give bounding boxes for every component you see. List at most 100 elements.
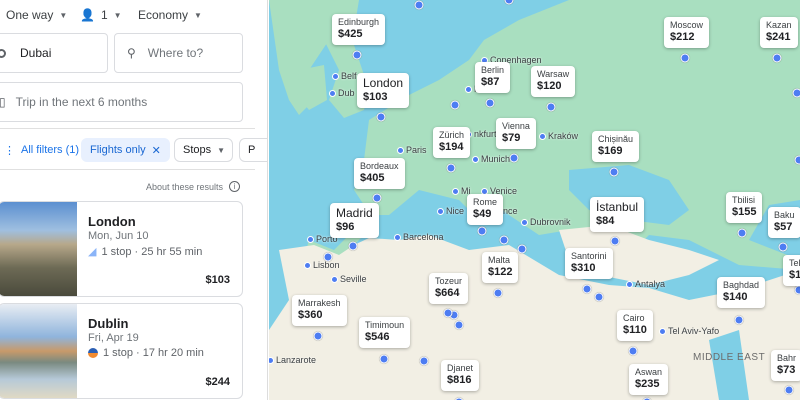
price-marker[interactable]: Bahr $73 (771, 350, 800, 381)
price-marker[interactable]: Moscow $212 (664, 17, 710, 48)
city-label[interactable]: Seville (331, 274, 367, 284)
city-label[interactable]: Tel Aviv-Yafo (659, 326, 719, 336)
price-marker[interactable]: Tel $1 (783, 255, 800, 286)
price-marker[interactable]: Cairo $110 (617, 310, 653, 341)
destination-pin-icon[interactable] (352, 50, 362, 60)
destination-pin-icon[interactable] (680, 53, 690, 63)
flights-only-chip[interactable]: Flights only ✕ (81, 138, 170, 162)
price-marker[interactable]: Tozeur $664 (429, 273, 469, 304)
airport-pin-icon[interactable] (414, 0, 424, 10)
price-marker[interactable]: Edinburgh $425 (332, 14, 386, 45)
city-label[interactable]: Lisbon (304, 260, 340, 270)
destination-pin-icon[interactable] (546, 102, 556, 112)
destination-name: Baghdad (723, 280, 760, 290)
region-label: MIDDLE EAST (693, 352, 766, 363)
destination-pin-icon[interactable] (582, 284, 592, 294)
city-label[interactable]: Munich (472, 154, 510, 164)
destination-pin-icon[interactable] (485, 98, 495, 108)
airport-pin-icon[interactable] (517, 244, 527, 254)
result-card-london[interactable]: London Mon, Jun 10 ◢ 1 stop · 25 hr 55 mi… (0, 201, 243, 297)
destination-pin-icon[interactable] (610, 236, 620, 246)
destination-pin-icon[interactable] (794, 285, 800, 295)
price-marker[interactable]: Marrakesh $360 (292, 295, 347, 326)
destination-price: $212 (670, 31, 695, 44)
person-icon: 👤 (80, 8, 95, 22)
price-filter[interactable]: P (239, 138, 267, 162)
price-marker[interactable]: Baghdad $140 (717, 277, 766, 308)
airport-pin-icon[interactable] (454, 320, 464, 330)
destination-pin-icon[interactable] (372, 193, 382, 203)
destination-input[interactable]: ⚲ Where to? (114, 33, 243, 73)
destination-pin-icon[interactable] (772, 53, 782, 63)
destination-pin-icon[interactable] (348, 241, 358, 251)
cabin-select[interactable]: Economy ▼ (138, 8, 202, 22)
trip-type-select[interactable]: One way ▼ (6, 8, 67, 22)
city-label[interactable]: Nice (437, 206, 464, 216)
all-filters-button[interactable]: ⋮ All filters (1) (0, 138, 87, 162)
destination-price: $546 (365, 331, 390, 344)
city-label[interactable]: Dubrovnik (521, 217, 571, 227)
destination-pin-icon[interactable] (446, 163, 456, 173)
city-label[interactable]: Dub (329, 88, 355, 98)
destination-pin-icon[interactable] (737, 228, 747, 238)
city-name: Kraków (548, 131, 579, 141)
destination-pin-icon[interactable] (493, 288, 503, 298)
price-marker[interactable]: Djanet $816 (441, 360, 480, 391)
price-marker[interactable]: Warsaw $120 (531, 66, 576, 97)
airport-pin-icon[interactable] (792, 88, 800, 98)
city-label[interactable]: Porto (307, 234, 338, 244)
destination-pin-icon[interactable] (313, 331, 323, 341)
price-marker[interactable]: Bordeaux $405 (354, 158, 405, 189)
divider (0, 169, 255, 170)
city-label[interactable]: Antalya (626, 279, 665, 289)
dates-input[interactable]: ▯ Trip in the next 6 months (0, 82, 243, 122)
price-marker[interactable]: Aswan $235 (629, 364, 669, 395)
explore-map[interactable]: CopenhagenBelfDubHnkfurtParisMunichKrakó… (269, 0, 800, 400)
destination-pin-icon[interactable] (379, 354, 389, 364)
price-marker[interactable]: Malta $122 (482, 252, 519, 283)
price-marker[interactable]: Madrid $96 (330, 203, 379, 238)
destination-pin-icon[interactable] (477, 226, 487, 236)
destination-pin-icon[interactable] (376, 112, 386, 122)
airport-pin-icon[interactable] (499, 235, 509, 245)
city-label[interactable]: Lanzarote (269, 355, 316, 365)
city-label[interactable]: Paris (397, 145, 427, 155)
price-marker[interactable]: Zürich $194 (433, 127, 471, 158)
price-marker[interactable]: Tbilisi $155 (726, 192, 763, 223)
airport-pin-icon[interactable] (323, 252, 333, 262)
price-marker[interactable]: Chișinău $169 (592, 131, 640, 162)
destination-pin-icon[interactable] (609, 167, 619, 177)
destination-pin-icon[interactable] (509, 153, 519, 163)
airport-pin-icon[interactable] (594, 292, 604, 302)
city-label[interactable]: Mi (452, 186, 471, 196)
origin-input[interactable]: Dubai (0, 33, 108, 73)
destination-pin-icon[interactable] (784, 385, 794, 395)
airport-pin-icon[interactable] (794, 155, 800, 165)
destination-pin-icon[interactable] (778, 242, 788, 252)
price-marker[interactable]: Rome $49 (467, 194, 504, 225)
result-card-dublin[interactable]: Dublin Fri, Apr 19 1 stop · 17 hr 20 min… (0, 303, 243, 399)
all-filters-label: All filters (1) (21, 144, 80, 156)
price-marker[interactable]: Vienna $79 (496, 118, 536, 149)
price-marker[interactable]: Berlin $87 (475, 62, 511, 93)
destination-pin-icon[interactable] (734, 315, 744, 325)
airport-pin-icon (304, 261, 311, 269)
price-marker[interactable]: Kazan $241 (760, 17, 798, 48)
price-marker[interactable]: Baku $57 (768, 207, 800, 238)
price-marker[interactable]: Santorini $310 (565, 248, 613, 279)
airport-pin-icon[interactable] (450, 100, 460, 110)
about-results[interactable]: About these results i (146, 181, 241, 192)
passengers-select[interactable]: 👤 1 ▼ (80, 8, 122, 22)
airport-pin-icon[interactable] (419, 356, 429, 366)
close-icon[interactable]: ✕ (151, 144, 161, 157)
stops-filter[interactable]: Stops ▼ (174, 138, 233, 162)
price-marker[interactable]: İstanbul $84 (590, 197, 645, 232)
price-marker[interactable]: Timimoun $546 (359, 317, 411, 348)
city-label[interactable]: Kraków (539, 131, 578, 141)
city-label[interactable]: Barcelona (394, 232, 444, 242)
city-label[interactable]: Belf (332, 71, 357, 81)
destination-price: $79 (502, 132, 521, 145)
destination-pin-icon[interactable] (628, 346, 638, 356)
price-marker[interactable]: London $103 (357, 73, 410, 108)
destination-pin-icon[interactable] (443, 308, 453, 318)
